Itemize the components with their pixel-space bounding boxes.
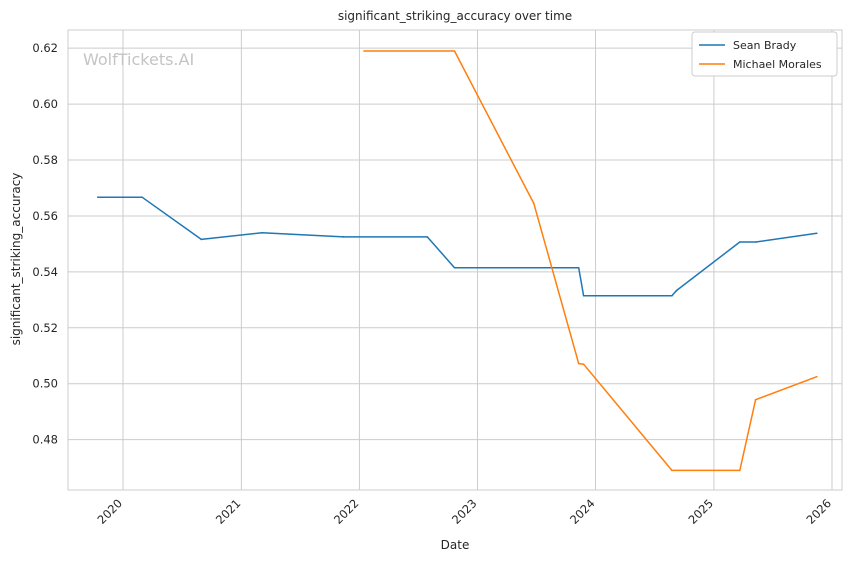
data-point-sean-brady [342, 236, 345, 238]
x-tick-label: 2023 [449, 496, 480, 527]
y-tick-labels: 0.48 0.50 0.52 0.54 0.56 0.58 0.60 0.62 [32, 41, 58, 446]
x-tick-labels: 2020 2021 2022 2023 2024 2025 2026 [95, 496, 835, 527]
chart-title: significant_striking_accuracy over time [338, 9, 572, 23]
data-point-sean-brady [453, 266, 456, 269]
data-point-michael-morales [363, 50, 365, 52]
x-tick-label: 2021 [213, 496, 244, 527]
data-point-michael-morales [816, 375, 818, 378]
data-point-sean-brady [739, 241, 741, 243]
x-tick-label: 2024 [567, 496, 598, 527]
legend-box [691, 31, 838, 77]
y-tick-label: 0.52 [32, 321, 58, 335]
y-axis-label: significant_striking_accuracy [9, 173, 23, 346]
data-point-sean-brady [577, 266, 580, 269]
x-axis-label: Date [441, 538, 470, 552]
data-point-sean-brady [141, 196, 143, 198]
plot-frame [67, 29, 843, 491]
y-tick-label: 0.56 [32, 209, 58, 223]
series-line-michael-morales [364, 50, 818, 472]
data-point-sean-brady [816, 232, 818, 235]
legend-label-michael-morales: Michael Morales [733, 58, 822, 71]
x-tick-label: 2025 [685, 496, 716, 527]
series-line-sean-brady [97, 196, 817, 297]
y-tick-label: 0.54 [32, 265, 58, 279]
series-layer [97, 50, 818, 472]
data-point-sean-brady [675, 289, 678, 292]
data-point-michael-morales [754, 398, 757, 401]
legend: Sean Brady Michael Morales [691, 31, 838, 77]
grid [68, 30, 842, 490]
data-point-michael-morales [739, 469, 741, 472]
data-point-sean-brady [97, 196, 99, 198]
data-point-michael-morales [453, 50, 456, 52]
y-tick-label: 0.58 [32, 153, 58, 167]
legend-label-sean-brady: Sean Brady [733, 39, 797, 52]
x-tick-label: 2020 [95, 496, 126, 527]
data-point-sean-brady [754, 241, 757, 243]
y-tick-label: 0.48 [32, 433, 58, 447]
data-point-michael-morales [582, 363, 585, 366]
x-tick-label: 2026 [803, 496, 834, 527]
x-tick-label: 2022 [331, 496, 362, 527]
y-tick-label: 0.62 [32, 41, 58, 55]
data-point-sean-brady [200, 238, 203, 241]
data-point-sean-brady [426, 236, 429, 238]
data-point-michael-morales [577, 362, 580, 365]
data-point-sean-brady [671, 294, 673, 297]
data-point-michael-morales [671, 469, 673, 472]
data-point-michael-morales [533, 202, 535, 205]
data-point-sean-brady [261, 231, 263, 234]
y-tick-label: 0.60 [32, 97, 58, 111]
y-tick-label: 0.50 [32, 377, 58, 391]
watermark: WolfTickets.AI [83, 50, 194, 69]
data-point-sean-brady [582, 294, 585, 297]
